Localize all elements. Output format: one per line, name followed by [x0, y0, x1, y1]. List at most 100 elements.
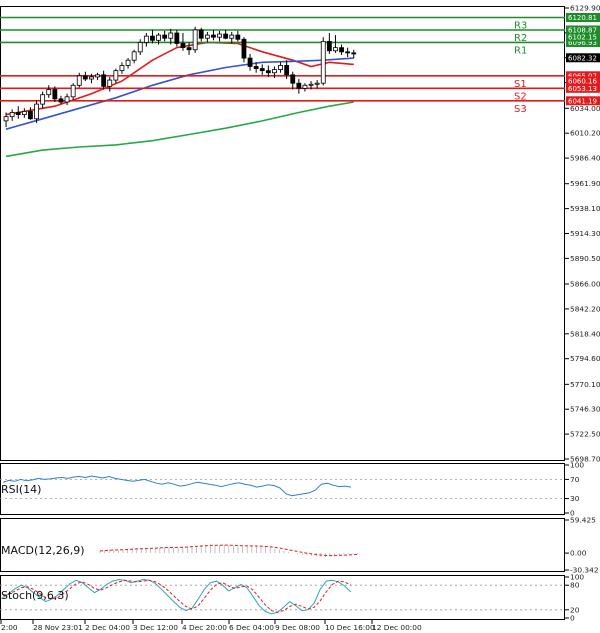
- candle-up: [76, 75, 82, 86]
- level-label-s2: S2: [514, 91, 527, 102]
- level-tag-s1: 6065.07: [568, 72, 597, 80]
- indicator-pane-frame: [0, 575, 565, 620]
- time-tick-label: 9 Dec 08:00: [275, 623, 320, 632]
- indicator-panes: 100 70 30 0 RSI(14) 59.425 0.00 -30.342 MACD(12,…: [0, 461, 599, 623]
- price-tick-label: 5794.60: [570, 354, 600, 363]
- candle-down: [186, 47, 192, 51]
- candle-down: [180, 43, 186, 49]
- level-label-s3: S3: [514, 104, 527, 115]
- axis-tag-1-bg: [566, 32, 600, 42]
- price-tick-label: 5818.40: [570, 329, 600, 338]
- candle-up: [192, 29, 198, 51]
- candle-down: [247, 57, 253, 67]
- level-tag-s2: 6053.13: [568, 85, 597, 93]
- candle-down: [284, 65, 290, 76]
- indicator-tick-label: 0.00: [570, 549, 587, 558]
- level-tag-s1-bg: [566, 71, 600, 81]
- indicator-tick-label: -30.342: [570, 566, 599, 575]
- candle-up: [34, 103, 39, 120]
- time-tick-label: 2:00: [1, 623, 18, 632]
- indicator-name: MACD(12,26,9): [1, 544, 85, 557]
- candle-down: [28, 111, 33, 120]
- level-tag-r3-bg: [566, 13, 600, 23]
- candle-up: [204, 34, 210, 39]
- candle-up: [217, 33, 222, 38]
- candle-down: [235, 34, 241, 40]
- candle-up: [9, 112, 15, 118]
- price-tick-label: 6129.90: [570, 4, 600, 13]
- indicator-name: Stoch(9,6,3): [1, 589, 69, 602]
- indicator-line-1: [2, 578, 352, 615]
- candle-down: [52, 89, 58, 100]
- price-tick-label: 5986.40: [570, 154, 600, 163]
- candle-up: [125, 59, 131, 66]
- indicator-tick-label: 0: [570, 614, 575, 623]
- price-tick-label: 5746.30: [570, 405, 600, 414]
- level-tag-r1-bg: [566, 37, 600, 47]
- level-tag-s3-bg: [566, 96, 600, 106]
- price-tick-label: 5890.50: [570, 254, 600, 263]
- indicator-pane-frame: [0, 463, 565, 515]
- level-tag-s2-bg: [566, 83, 600, 93]
- level-tag-r2-bg: [566, 25, 600, 35]
- candle-up: [156, 34, 161, 41]
- candle-up: [89, 76, 94, 80]
- candle-up: [21, 111, 27, 115]
- candle-down: [150, 35, 155, 41]
- candle-down: [296, 82, 302, 89]
- candle-down: [290, 74, 296, 84]
- indicator-pane-frame: [0, 518, 565, 572]
- candle-up: [40, 94, 46, 105]
- indicator-line-1: [2, 475, 351, 497]
- candle-up: [314, 82, 320, 85]
- candle-up: [333, 47, 338, 52]
- time-tick-label: 3 Dec 12:00: [133, 623, 178, 632]
- time-tick-label: 6 Dec 04:00: [229, 623, 274, 632]
- time-tick-label: 12 Dec 00:00: [372, 623, 422, 632]
- candle-down: [162, 34, 168, 39]
- indicator-tick-label: 59.425: [570, 516, 596, 525]
- axis-tag-2: 6082.32: [568, 54, 597, 62]
- candle-up: [278, 65, 283, 71]
- indicator-tick-label: 30: [570, 494, 580, 503]
- indicator-tick-label: 20: [570, 605, 580, 614]
- level-label-r1: R1: [514, 45, 527, 56]
- indicator-tick-label: 100: [570, 461, 584, 470]
- level-tag-r3: 6120.81: [568, 14, 597, 22]
- axis-tag-3: 6060.16: [568, 77, 597, 85]
- candle-down: [211, 34, 216, 38]
- candle-up: [95, 74, 100, 78]
- candle-up: [64, 96, 70, 103]
- candle-up: [308, 83, 314, 86]
- candle-up: [119, 65, 125, 72]
- candle-up: [131, 51, 137, 61]
- candle-down: [326, 40, 332, 52]
- axis-tag-3-bg: [566, 76, 600, 86]
- candle-down: [223, 33, 229, 39]
- indicator-tick-label: 70: [570, 475, 580, 484]
- price-tick-label: 5722.50: [570, 430, 600, 439]
- indicator-tick-label: 80: [570, 581, 580, 590]
- price-tick-label: 5938.10: [570, 204, 600, 213]
- candle-up: [272, 69, 277, 74]
- candle-up: [229, 34, 235, 39]
- price-tick-label: 5770.10: [570, 380, 600, 389]
- level-tag-r2: 6108.87: [568, 26, 597, 34]
- indicator-name: RSI(14): [1, 483, 41, 496]
- price-tick-label: 5961.90: [570, 179, 600, 188]
- candle-down: [101, 74, 107, 87]
- candle-down: [339, 47, 344, 53]
- candle-up: [320, 40, 326, 84]
- candle-down: [351, 52, 357, 55]
- price-tick-label: 5842.20: [570, 304, 600, 313]
- price-tick-label: 5914.30: [570, 229, 600, 238]
- time-tick-label: 2 Dec 04:00: [85, 623, 130, 632]
- indicator-tick-label: 0: [570, 509, 575, 518]
- indicator-tick-label: 100: [570, 573, 584, 582]
- time-tick-label: 28 Nov 23:01: [33, 623, 83, 632]
- candle-down: [253, 66, 259, 69]
- price-tick-label: 6034.00: [570, 104, 600, 113]
- price-tick-label: 5698.70: [570, 455, 600, 464]
- candle-down: [82, 75, 88, 80]
